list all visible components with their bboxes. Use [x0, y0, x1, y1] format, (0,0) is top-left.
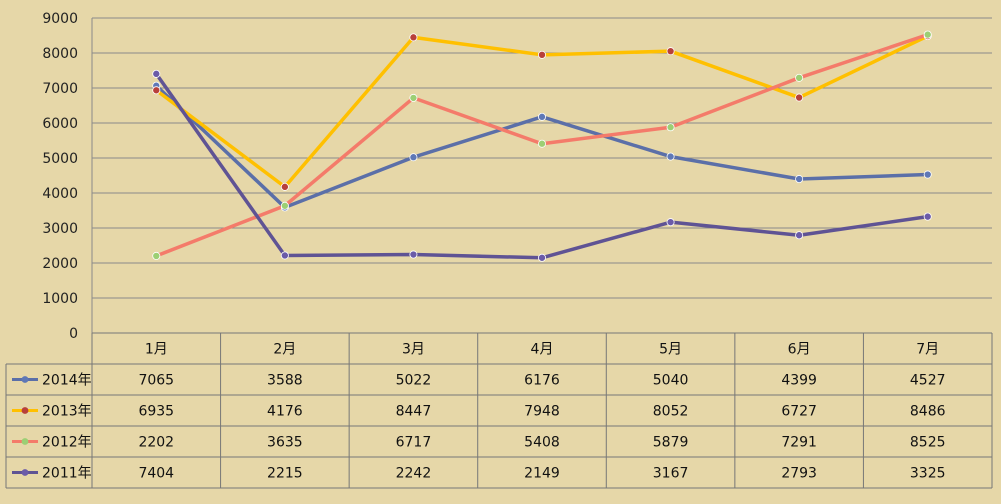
legend-key-marker — [21, 407, 29, 414]
data-label: 4176 — [267, 404, 303, 420]
series-lines — [152, 30, 932, 262]
data-label: 7404 — [138, 466, 174, 482]
y-tick-label: 5000 — [42, 151, 78, 167]
data-label: 6935 — [138, 404, 174, 420]
data-point — [409, 93, 418, 102]
data-label: 5408 — [524, 435, 560, 451]
data-label: 8447 — [396, 404, 432, 420]
data-point — [795, 175, 804, 184]
y-tick-label: 4000 — [42, 186, 78, 202]
data-point — [152, 86, 161, 95]
data-label: 6727 — [781, 404, 817, 420]
y-tick-label: 3000 — [42, 221, 78, 237]
x-tick-label: 1月 — [145, 342, 168, 358]
data-label: 6717 — [396, 435, 432, 451]
data-point — [666, 152, 675, 161]
data-point — [409, 153, 418, 162]
data-point — [152, 251, 161, 260]
data-point — [538, 50, 547, 59]
data-point — [666, 47, 675, 56]
data-label: 7948 — [524, 404, 560, 420]
data-point — [795, 231, 804, 240]
x-tick-label: 6月 — [788, 342, 811, 358]
data-label: 5879 — [653, 435, 689, 451]
data-point — [538, 112, 547, 121]
data-label: 5040 — [653, 373, 689, 389]
data-point — [280, 182, 289, 191]
data-point — [923, 170, 932, 179]
x-tick-label: 2月 — [273, 342, 296, 358]
legend-key-marker — [21, 438, 29, 445]
data-point — [280, 251, 289, 260]
x-tick-label: 3月 — [402, 342, 425, 358]
data-label: 8525 — [910, 435, 946, 451]
data-label: 8486 — [910, 404, 946, 420]
data-point — [923, 212, 932, 221]
data-label: 2149 — [524, 466, 560, 482]
x-tick-label: 5月 — [659, 342, 682, 358]
y-axis: 0 1000 2000 3000 4000 5000 6000 7000 8000 9000 — [42, 11, 93, 342]
data-point — [152, 69, 161, 78]
data-label: 7065 — [138, 373, 174, 389]
data-label: 3325 — [910, 466, 946, 482]
y-tick-label: 6000 — [42, 116, 78, 132]
data-point — [795, 73, 804, 82]
data-label: 8052 — [653, 404, 689, 420]
series-line — [154, 72, 930, 260]
legend-label: 2014年 — [42, 373, 92, 389]
data-point — [538, 253, 547, 262]
data-label: 4399 — [781, 373, 817, 389]
data-point — [409, 33, 418, 42]
data-label: 3167 — [653, 466, 689, 482]
data-label: 2215 — [267, 466, 303, 482]
y-tick-label: 8000 — [42, 46, 78, 62]
legend-label: 2011年 — [42, 466, 92, 482]
legend-key-marker — [21, 376, 29, 383]
data-point — [666, 123, 675, 132]
data-label: 7291 — [781, 435, 817, 451]
legend-key-marker — [21, 469, 29, 476]
legend-label: 2013年 — [42, 404, 92, 420]
data-point — [409, 250, 418, 259]
data-point — [538, 139, 547, 148]
data-point — [923, 30, 932, 39]
data-point — [795, 93, 804, 102]
data-label: 5022 — [396, 373, 432, 389]
data-table: 1月 2月 3月 4月 5月 6月 7月 2014年 7065 3588 5022 6176 5040 4… — [5, 332, 993, 489]
y-tick-label: 1000 — [42, 291, 78, 307]
y-tick-label: 7000 — [42, 81, 78, 97]
data-label: 3588 — [267, 373, 303, 389]
x-tick-label: 7月 — [916, 342, 939, 358]
data-label: 4527 — [910, 373, 946, 389]
y-tick-label: 2000 — [42, 256, 78, 272]
y-tick-label: 0 — [69, 326, 78, 342]
data-label: 2793 — [781, 466, 817, 482]
legend-label: 2012年 — [42, 435, 92, 451]
x-tick-label: 4月 — [531, 342, 554, 358]
data-label: 2202 — [138, 435, 174, 451]
data-point — [666, 218, 675, 227]
data-label: 2242 — [396, 466, 432, 482]
y-tick-label: 9000 — [42, 11, 78, 27]
data-label: 6176 — [524, 373, 560, 389]
data-label: 3635 — [267, 435, 303, 451]
data-point — [280, 201, 289, 210]
